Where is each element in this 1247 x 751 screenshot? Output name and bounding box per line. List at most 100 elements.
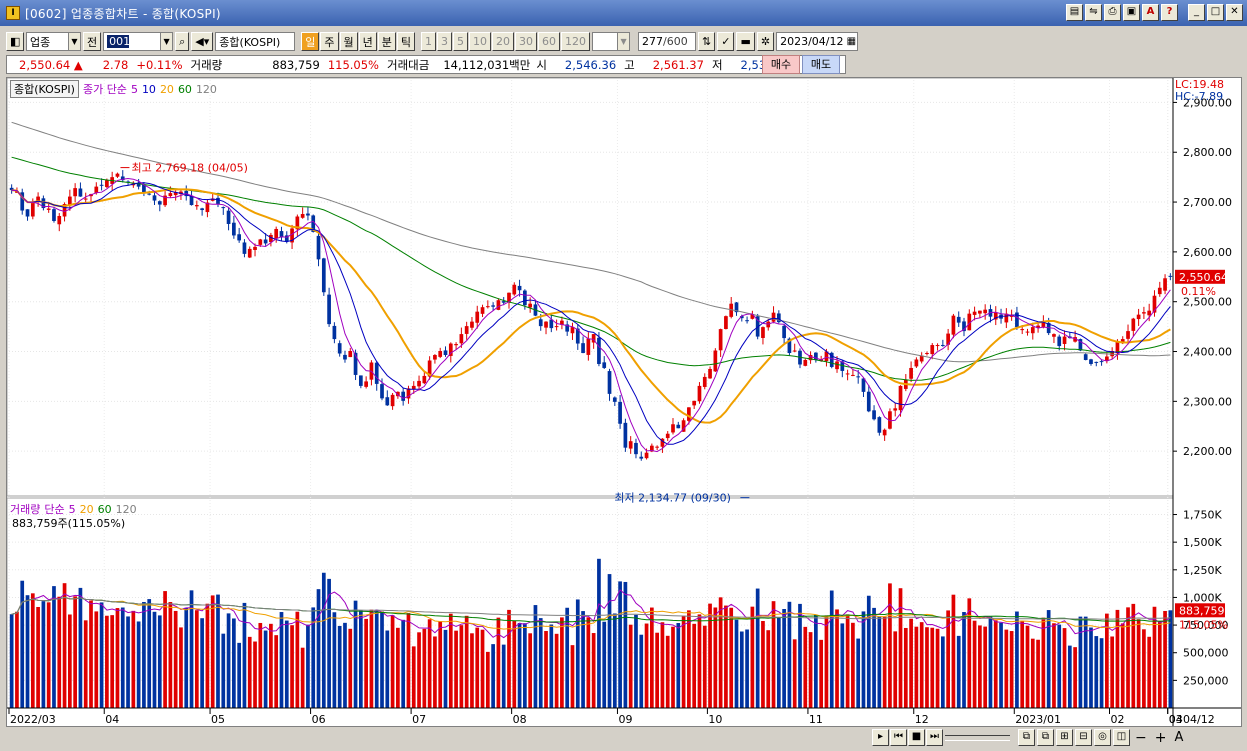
ma-legend-label[interactable]: 종가 단순 (82, 83, 127, 96)
close-button[interactable]: ✕ (1226, 4, 1243, 21)
chart-tool-3-icon[interactable]: ⊞ (1056, 729, 1073, 746)
volume-bar (15, 611, 19, 708)
buy-button[interactable]: 매수 (762, 55, 800, 74)
volume-bar (1131, 603, 1136, 708)
interval-20[interactable]: 20 (492, 32, 515, 51)
candle-body (9, 187, 14, 191)
volume-bar (105, 615, 109, 708)
chart-tool-2-icon[interactable]: ⧉ (1037, 729, 1054, 746)
chart-area[interactable]: 2,900.00 2,800.00 2,700.00 2,600.00 2,500.00… (6, 77, 1242, 727)
volume-ma-label[interactable]: 단순 (44, 503, 65, 516)
chevron-down-icon[interactable]: ▼ (617, 33, 630, 50)
calendar-icon[interactable]: ▦ (846, 36, 857, 47)
candle-body (665, 433, 670, 439)
candle-body (967, 313, 972, 331)
volume-bar (433, 636, 437, 708)
settings-icon[interactable]: ✲ (756, 32, 775, 51)
volume-tick-label: 500,000 (1183, 647, 1229, 660)
chart-svg[interactable]: 2,900.00 2,800.00 2,700.00 2,600.00 2,500.00… (6, 77, 1241, 726)
candle-body (803, 359, 808, 366)
minimize-button[interactable]: _ (1188, 4, 1205, 21)
prev-button[interactable]: 전 (83, 32, 102, 51)
interval-60[interactable]: 60 (538, 32, 561, 51)
candle-body (501, 301, 506, 303)
swap-icon[interactable]: ⇅ (698, 32, 716, 51)
volume-bar (745, 629, 749, 708)
restore-button[interactable]: □ (1207, 4, 1224, 21)
sell-button[interactable]: 매도 (802, 55, 840, 74)
help-icon[interactable]: ? (1161, 4, 1178, 21)
volume-bar (284, 620, 289, 708)
interval-3[interactable]: 3 (437, 32, 453, 51)
volume-bar (909, 618, 913, 708)
volume-bar (99, 602, 104, 708)
candle-body (78, 188, 83, 197)
interval-10[interactable]: 10 (469, 32, 492, 51)
zoom-out-button[interactable]: − (1135, 729, 1147, 746)
chart-tool-4-icon[interactable]: ⊟ (1075, 729, 1092, 746)
volume-bar (660, 622, 665, 708)
candle-body (46, 208, 51, 210)
candle-body (327, 294, 331, 325)
tab-minute[interactable]: 분 (377, 32, 396, 51)
candle-body (1110, 351, 1115, 357)
index-name-field[interactable]: 종합(KOSPI) (215, 32, 296, 51)
speaker-icon[interactable]: ◀▾ (191, 32, 214, 51)
candle-body (866, 391, 871, 412)
chevron-down-icon[interactable]: ▼ (160, 33, 173, 50)
interval-1[interactable]: 1 (421, 32, 437, 51)
font-icon[interactable]: A (1142, 4, 1159, 21)
chart-tool-1-icon[interactable]: ⧉ (1018, 729, 1035, 746)
font-size-button[interactable]: A (1174, 730, 1184, 745)
market-select[interactable]: 업종 ▼ (26, 32, 81, 51)
chevron-down-icon[interactable]: ▼ (68, 33, 80, 50)
candle-body (724, 316, 728, 330)
pin-icon[interactable]: ◧ (6, 32, 24, 51)
volume-bar (327, 578, 331, 708)
interval-dropdown[interactable]: ▼ (592, 32, 631, 51)
tab-week[interactable]: 주 (320, 32, 339, 51)
status-bar: ▸ ⏮ ■ ⏭ ⧉ ⧉ ⊞ ⊟ ◎ ◫ − + A (0, 727, 1247, 751)
code-input[interactable]: 001 ▼ (103, 32, 174, 51)
candle-body (660, 438, 665, 447)
vol-ma60-legend: 60 (97, 502, 112, 516)
date-input[interactable]: 2023/04/12 ▦ (776, 32, 859, 51)
zoom-in-button[interactable]: + (1154, 729, 1167, 746)
tab-tick[interactable]: 틱 (396, 32, 416, 51)
save-icon[interactable]: ▬ (736, 32, 755, 51)
candle-body (126, 181, 130, 183)
main-legend-name[interactable]: 종합(KOSPI) (10, 80, 79, 98)
count-input[interactable]: 277 /600 (638, 32, 697, 51)
chart-tool-6-icon[interactable]: ◫ (1113, 729, 1130, 746)
tab-day[interactable]: 일 (301, 32, 320, 51)
candle-body (152, 195, 157, 201)
scroll-left-button[interactable]: ▸ (872, 729, 889, 746)
volume-bar (1147, 636, 1152, 708)
indicator-icon[interactable]: ✓ (717, 32, 735, 51)
link-icon[interactable]: ⇋ (1085, 4, 1102, 21)
high-label: 고 (624, 57, 635, 72)
interval-30[interactable]: 30 (515, 32, 538, 51)
chart-tool-5-icon[interactable]: ◎ (1094, 729, 1111, 746)
tab-year[interactable]: 년 (358, 32, 377, 51)
layout-icon[interactable]: ▤ (1066, 4, 1083, 21)
volume-bar (501, 644, 506, 708)
candle-body (681, 420, 686, 432)
print-icon[interactable]: ⎙ (1104, 4, 1121, 21)
screen-icon[interactable]: ▣ (1123, 4, 1140, 21)
candle-body (597, 337, 601, 364)
fast-forward-button[interactable]: ⏭ (926, 729, 943, 746)
volume-bar (739, 631, 744, 708)
rewind-button[interactable]: ⏮ (890, 729, 907, 746)
volume-legend-name[interactable]: 거래량 (10, 503, 41, 516)
candle-body (792, 350, 797, 352)
interval-5[interactable]: 5 (453, 32, 469, 51)
zoom-slider[interactable] (945, 735, 1010, 741)
tab-month[interactable]: 월 (339, 32, 358, 51)
stop-button[interactable]: ■ (908, 729, 925, 746)
volume-ma20-line (11, 596, 1171, 630)
interval-120[interactable]: 120 (561, 32, 591, 51)
candle-body (290, 228, 294, 243)
candle-body (856, 376, 861, 378)
search-icon[interactable]: ⌕ (175, 32, 190, 51)
